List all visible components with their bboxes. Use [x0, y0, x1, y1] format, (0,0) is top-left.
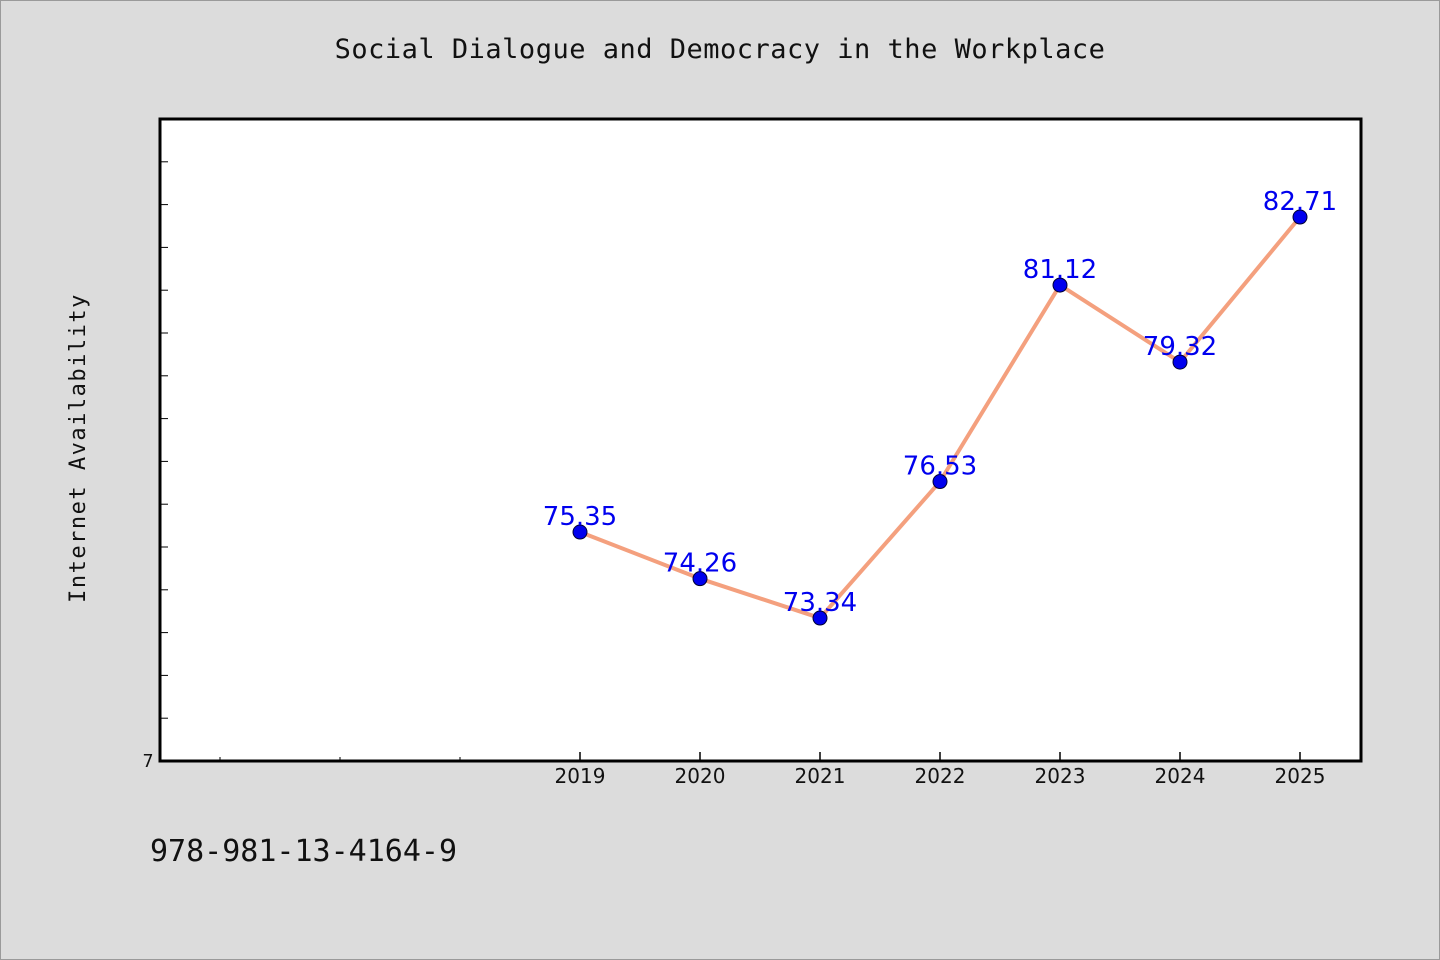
data-point	[1052, 277, 1068, 293]
chart-title: Social Dialogue and Democracy in the Wor…	[334, 34, 1106, 65]
y-axis-label: Internet Availability	[66, 293, 91, 603]
x-axis-ticks: 2019 2020 2021 2022 2023 2024 2025	[219, 752, 1326, 788]
data-point	[1172, 354, 1188, 370]
data-point	[692, 571, 708, 587]
x-tick-label: 2019	[555, 764, 606, 788]
x-tick-label: 2023	[1035, 764, 1086, 788]
y-tick-label: 7	[143, 751, 154, 772]
data-label: 75.35	[543, 502, 617, 532]
data-label: 73.34	[783, 588, 857, 618]
x-tick-label: 2021	[795, 764, 846, 788]
data-label: 74.26	[663, 549, 737, 579]
data-label: 82.71	[1263, 187, 1337, 217]
series-group: 75.35 74.26 73.34 76.53 81.12 79.32 82.71	[543, 187, 1337, 626]
y-axis-ticks	[160, 161, 168, 719]
data-label: 76.53	[903, 452, 977, 482]
data-point	[932, 474, 948, 490]
x-tick-label: 2024	[1155, 764, 1206, 788]
data-label: 81.12	[1023, 255, 1097, 285]
data-point	[572, 524, 588, 540]
x-tick-label: 2020	[675, 764, 726, 788]
data-point	[812, 610, 828, 626]
plot-area	[158, 117, 1363, 763]
footer-code: 978-981-13-4164-9	[150, 834, 458, 869]
x-tick-label: 2025	[1275, 764, 1326, 788]
data-point	[1292, 209, 1308, 225]
x-tick-label: 2022	[915, 764, 966, 788]
data-label: 79.32	[1143, 332, 1217, 362]
